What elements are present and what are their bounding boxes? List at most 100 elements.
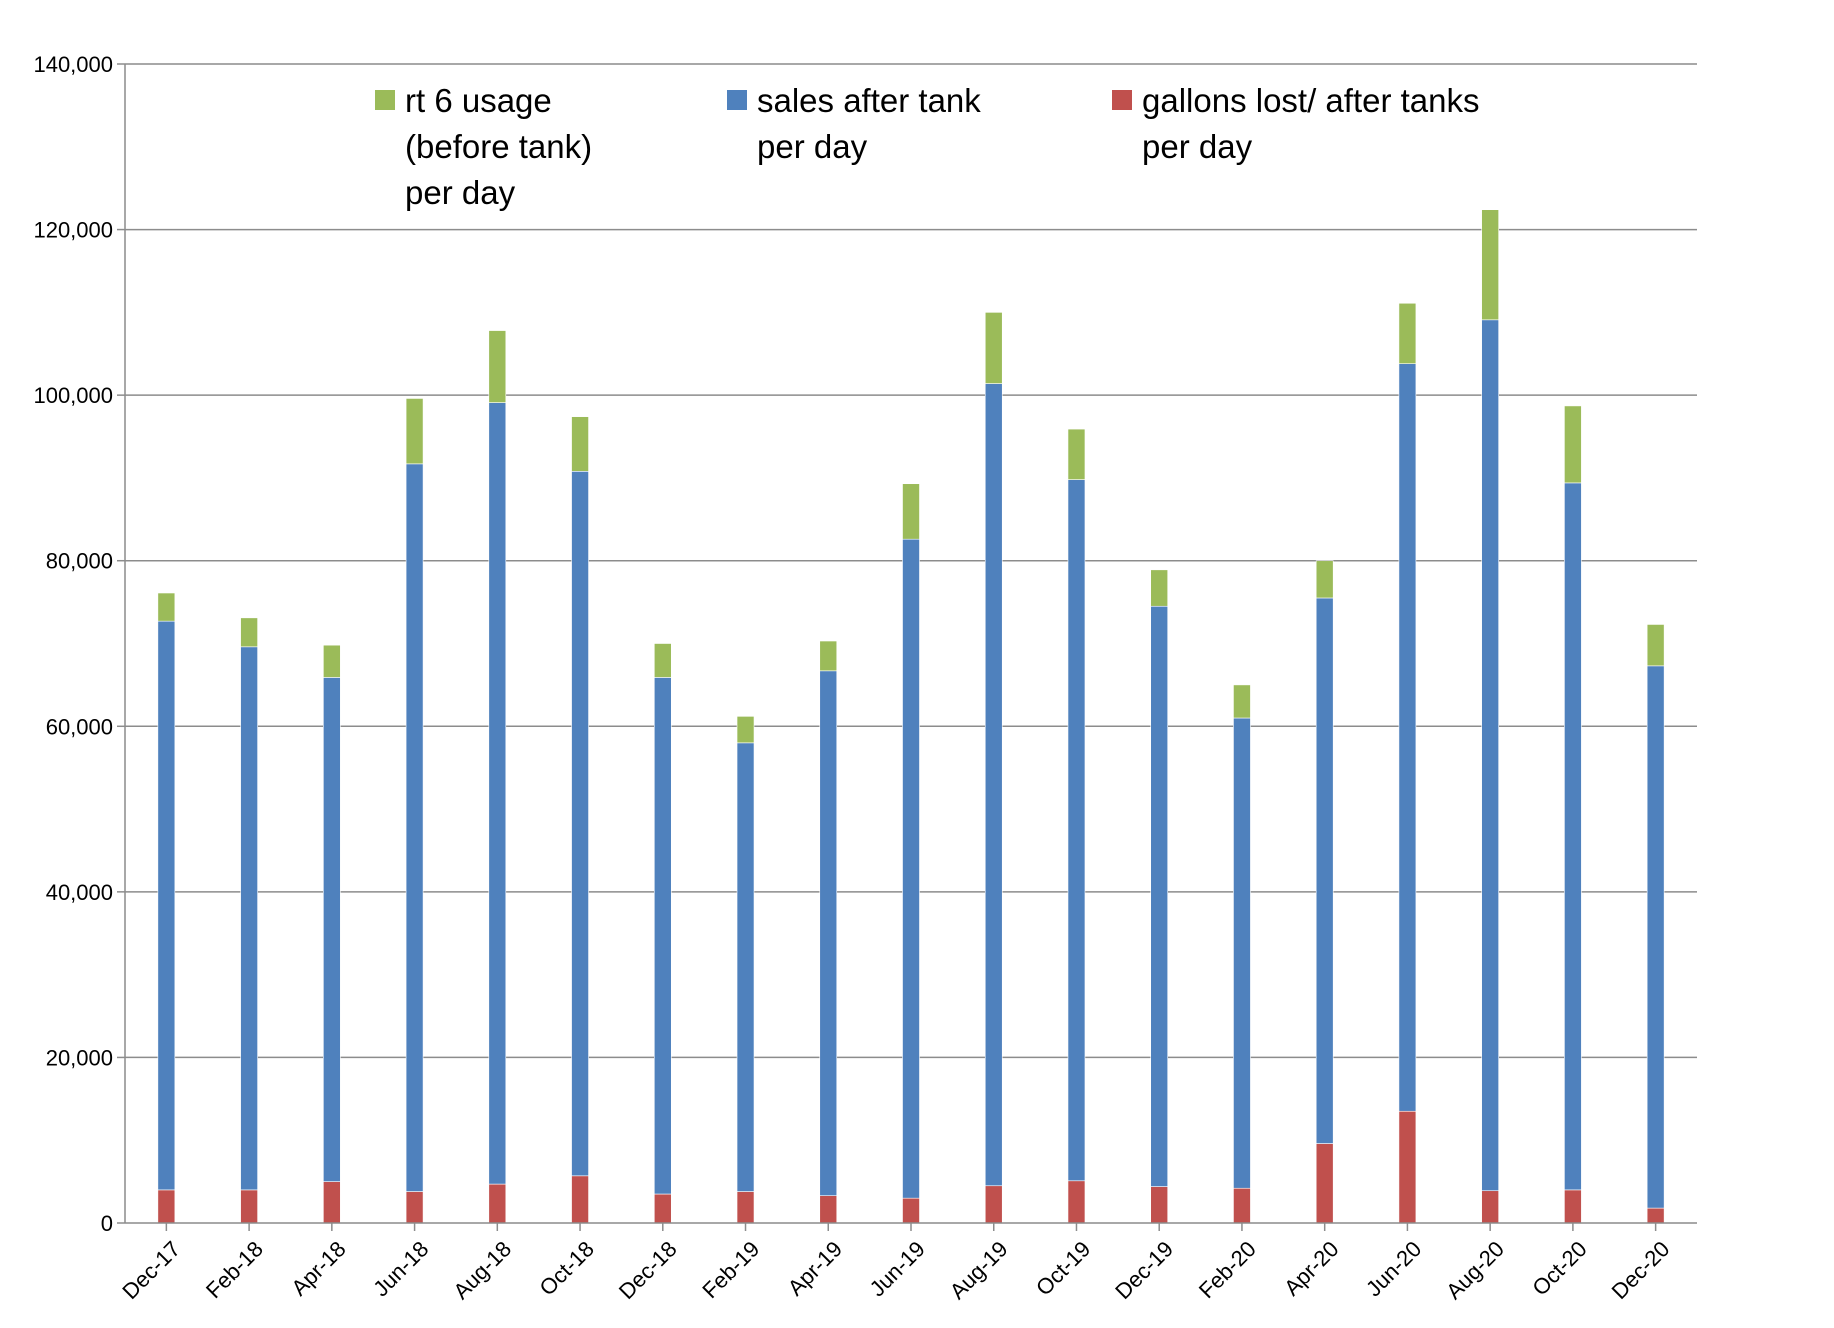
x-tick-label: Feb-20 bbox=[1194, 1236, 1261, 1303]
bar-segment bbox=[819, 1195, 838, 1224]
bar-segment bbox=[571, 471, 589, 1177]
bar-segment bbox=[902, 538, 920, 1199]
bar-segment bbox=[488, 1183, 507, 1224]
x-tick-label: Dec-20 bbox=[1607, 1236, 1675, 1304]
bar-segment bbox=[1067, 1180, 1086, 1224]
bar-segment bbox=[323, 644, 341, 678]
x-tick-label: Jun-18 bbox=[368, 1236, 433, 1301]
legend-swatch bbox=[1112, 90, 1132, 110]
legend-label: gallons lost/ after tanks bbox=[1142, 82, 1480, 119]
x-tick-label: Feb-19 bbox=[697, 1236, 764, 1303]
bar-segment bbox=[240, 646, 258, 1191]
y-tick-label: 120,000 bbox=[33, 218, 113, 243]
bar-segment bbox=[1564, 405, 1582, 484]
bar-segment bbox=[902, 483, 920, 540]
legend-swatch bbox=[727, 90, 747, 110]
bar-segment bbox=[1564, 482, 1582, 1191]
bar-segment bbox=[405, 398, 424, 465]
bar-segment bbox=[405, 1191, 424, 1224]
bar-segment bbox=[736, 716, 755, 744]
bar-segment bbox=[819, 670, 838, 1196]
y-tick-label: 100,000 bbox=[33, 383, 113, 408]
legend-item: sales after tank per day bbox=[727, 82, 981, 165]
bar-segment bbox=[323, 1181, 341, 1224]
y-tick-label: 60,000 bbox=[46, 714, 113, 739]
bar-segment bbox=[405, 463, 424, 1192]
x-tick-label: Dec-19 bbox=[1110, 1236, 1178, 1304]
bar-segment bbox=[653, 1193, 672, 1224]
bar-segment bbox=[1481, 209, 1499, 321]
bar-segment bbox=[1481, 1190, 1499, 1224]
bar-segment bbox=[1233, 717, 1251, 1189]
bar-segment bbox=[1315, 1143, 1334, 1224]
x-tick-label: Jun-20 bbox=[1361, 1236, 1426, 1301]
bar-segment bbox=[1315, 597, 1334, 1144]
bar-segment bbox=[984, 1185, 1003, 1224]
x-tick-label: Apr-20 bbox=[1279, 1236, 1343, 1300]
bar-segment bbox=[488, 402, 507, 1185]
bar-segment bbox=[571, 416, 589, 472]
bar-segment bbox=[1150, 605, 1169, 1187]
y-tick-label: 0 bbox=[101, 1211, 113, 1236]
bar-segment bbox=[1233, 1187, 1251, 1224]
bar-segment bbox=[240, 617, 258, 648]
x-tick-label: Aug-20 bbox=[1441, 1236, 1509, 1304]
bar-segment bbox=[1646, 624, 1665, 667]
legend-label: per day bbox=[405, 174, 516, 211]
bar-segment bbox=[1315, 560, 1334, 599]
axes bbox=[117, 63, 1697, 1231]
bar-segment bbox=[1233, 684, 1251, 719]
bar-segment bbox=[1398, 302, 1417, 364]
bar-segment bbox=[571, 1175, 589, 1224]
bar-segment bbox=[240, 1189, 258, 1224]
legend-swatch bbox=[375, 90, 395, 110]
legend-item: gallons lost/ after tanks per day bbox=[1112, 82, 1480, 165]
y-tick-label: 20,000 bbox=[46, 1045, 113, 1070]
bar-segment bbox=[157, 1189, 176, 1224]
x-tick-label: Aug-19 bbox=[945, 1236, 1013, 1304]
legend-label: sales after tank bbox=[757, 82, 981, 119]
bar-segment bbox=[1067, 479, 1086, 1182]
legend-item: rt 6 usage (before tank) per day bbox=[375, 82, 592, 211]
x-tick-label: Jun-19 bbox=[865, 1236, 930, 1301]
bar-segment bbox=[1150, 569, 1169, 607]
bar-segment bbox=[157, 592, 176, 622]
x-tick-label: Aug-18 bbox=[448, 1236, 516, 1304]
x-tick-label: Oct-20 bbox=[1527, 1236, 1591, 1300]
legend-label: per day bbox=[757, 128, 868, 165]
y-tick-labels: 0 20,000 40,000 60,000 80,000 100,000 120,000 1… bbox=[33, 52, 113, 1236]
bar-segment bbox=[1481, 319, 1499, 1192]
bar-segment bbox=[819, 640, 838, 672]
x-tick-label: Dec-17 bbox=[117, 1236, 185, 1304]
y-tick-label: 40,000 bbox=[46, 880, 113, 905]
x-tick-label: Dec-18 bbox=[614, 1236, 682, 1304]
x-tick-label: Apr-18 bbox=[286, 1236, 350, 1300]
x-tick-label: Apr-19 bbox=[783, 1236, 847, 1300]
x-tick-label: Oct-18 bbox=[535, 1236, 599, 1300]
bar-segment bbox=[323, 677, 341, 1182]
y-tick-label: 80,000 bbox=[46, 549, 113, 574]
bar-segment bbox=[902, 1197, 920, 1224]
y-tick-label: 140,000 bbox=[33, 52, 113, 77]
bar-segment bbox=[1067, 428, 1086, 480]
bar-segment bbox=[157, 620, 176, 1191]
legend-label: rt 6 usage bbox=[405, 82, 552, 119]
x-tick-label: Oct-19 bbox=[1031, 1236, 1095, 1300]
legend-label: (before tank) bbox=[405, 128, 592, 165]
x-tick-label: Feb-18 bbox=[201, 1236, 268, 1303]
bar-segment bbox=[984, 383, 1003, 1187]
bar-segment bbox=[653, 643, 672, 678]
bar-segment bbox=[1150, 1186, 1169, 1224]
bar-segment bbox=[1564, 1189, 1582, 1224]
bar-segment bbox=[653, 677, 672, 1195]
legend-label: per day bbox=[1142, 128, 1253, 165]
bar-segment bbox=[984, 312, 1003, 384]
bar-segment bbox=[1398, 363, 1417, 1112]
bar-segment bbox=[736, 742, 755, 1192]
bar-segment bbox=[1646, 665, 1665, 1209]
bars bbox=[157, 209, 1665, 1224]
bar-segment bbox=[736, 1191, 755, 1224]
